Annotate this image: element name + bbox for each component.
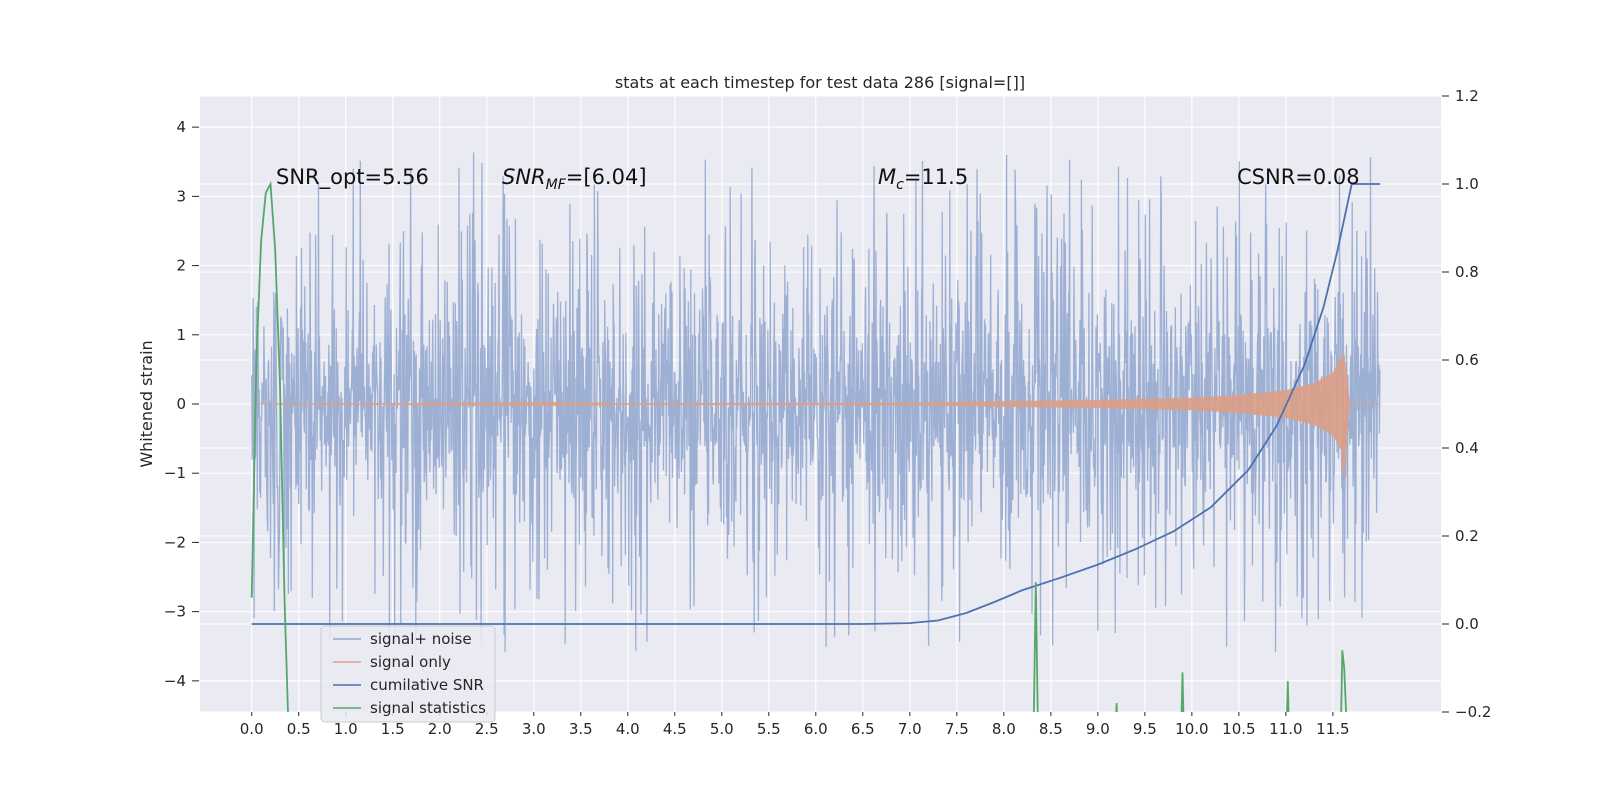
x-tick-label: 2.5 bbox=[475, 720, 499, 738]
x-tick-label: 5.5 bbox=[757, 720, 781, 738]
chart-title: stats at each timestep for test data 286… bbox=[615, 73, 1025, 92]
y2-tick-label: 1.2 bbox=[1455, 87, 1479, 105]
y2-tick-label: 0.8 bbox=[1455, 263, 1479, 281]
series-cumulative-snr bbox=[251, 183, 1380, 625]
y-tick-label: 2 bbox=[176, 257, 186, 275]
x-tick-label: 10.5 bbox=[1222, 720, 1255, 738]
annotation-snr-opt: SNR_opt=5.56 bbox=[276, 165, 429, 190]
x-tick-label: 1.0 bbox=[334, 720, 358, 738]
y-axis-ticks: −4 −3 −2 −1 0 1 2 3 4 bbox=[164, 118, 199, 690]
annotation-snr-mf: SNRMF=[6.04] bbox=[502, 165, 647, 193]
x-tick-label: 9.0 bbox=[1086, 720, 1110, 738]
series-signal-statistics bbox=[250, 180, 1347, 712]
x-axis-ticks: 0.0 0.5 1.0 1.5 2.0 2.5 3.0 3.5 4.0 4.5 5.0 5.5 6.0 6… bbox=[240, 712, 1350, 738]
right-y-axis-ticks: −0.2 0.0 0.2 0.4 0.6 0.8 1.0 1.2 bbox=[1442, 87, 1491, 721]
y2-tick-label: 1.0 bbox=[1455, 175, 1479, 193]
legend-label-signal-statistics: signal statistics bbox=[370, 699, 486, 717]
x-tick-label: 3.0 bbox=[522, 720, 546, 738]
annotation-mc-main: M bbox=[878, 165, 896, 189]
annotation-csnr: CSNR=0.08 bbox=[1237, 165, 1360, 189]
annotation-mc-sub: c bbox=[896, 177, 904, 193]
x-tick-label: 9.5 bbox=[1133, 720, 1157, 738]
annotation-snr-mf-main: SNR bbox=[502, 165, 546, 189]
y-tick-label: −4 bbox=[164, 672, 186, 690]
y-tick-label: 3 bbox=[176, 187, 186, 205]
legend-label-signal-noise: signal+ noise bbox=[370, 630, 472, 648]
y-tick-label: −1 bbox=[164, 464, 186, 482]
annotation-mc: Mc=11.5 bbox=[878, 165, 968, 193]
y-tick-label: 0 bbox=[176, 395, 186, 413]
y-axis-label: Whitened strain bbox=[137, 340, 156, 467]
x-tick-label: 5.0 bbox=[710, 720, 734, 738]
x-tick-label: 1.5 bbox=[381, 720, 405, 738]
x-tick-label: 8.0 bbox=[992, 720, 1016, 738]
series-signal-only bbox=[251, 352, 1380, 477]
annotation-snr-mf-sub: MF bbox=[546, 177, 567, 193]
y2-tick-label: 0.0 bbox=[1455, 615, 1479, 633]
y-tick-label: −2 bbox=[164, 533, 186, 551]
y-tick-label: 1 bbox=[176, 326, 186, 344]
x-tick-label: 4.5 bbox=[663, 720, 687, 738]
x-tick-label: 7.0 bbox=[898, 720, 922, 738]
x-tick-label: 2.0 bbox=[428, 720, 452, 738]
y-tick-label: 4 bbox=[176, 118, 186, 136]
annotation-snr-mf-rest: =[6.04] bbox=[566, 165, 647, 189]
x-tick-label: 6.5 bbox=[851, 720, 875, 738]
x-tick-label: 4.0 bbox=[616, 720, 640, 738]
x-tick-label: 6.0 bbox=[804, 720, 828, 738]
y-tick-label: −3 bbox=[164, 603, 186, 621]
y2-tick-label: 0.4 bbox=[1455, 439, 1479, 457]
x-tick-label: 7.5 bbox=[945, 720, 969, 738]
y2-tick-label: 0.2 bbox=[1455, 527, 1479, 545]
x-tick-label: 11.0 bbox=[1269, 720, 1302, 738]
x-tick-label: 3.5 bbox=[569, 720, 593, 738]
x-tick-label: 11.5 bbox=[1316, 720, 1349, 738]
x-tick-label: 8.5 bbox=[1039, 720, 1063, 738]
y2-tick-label: −0.2 bbox=[1455, 703, 1491, 721]
annotation-mc-rest: =11.5 bbox=[904, 165, 968, 189]
legend-label-signal-only: signal only bbox=[370, 653, 451, 671]
legend-frame bbox=[320, 625, 496, 723]
x-tick-label: 0.0 bbox=[240, 720, 264, 738]
legend: signal+ noise signal only cumilative SNR… bbox=[320, 625, 496, 723]
x-tick-label: 0.5 bbox=[287, 720, 311, 738]
legend-label-cumulative-snr: cumilative SNR bbox=[370, 676, 484, 694]
x-tick-label: 10.0 bbox=[1175, 720, 1208, 738]
y2-tick-label: 0.6 bbox=[1455, 351, 1479, 369]
